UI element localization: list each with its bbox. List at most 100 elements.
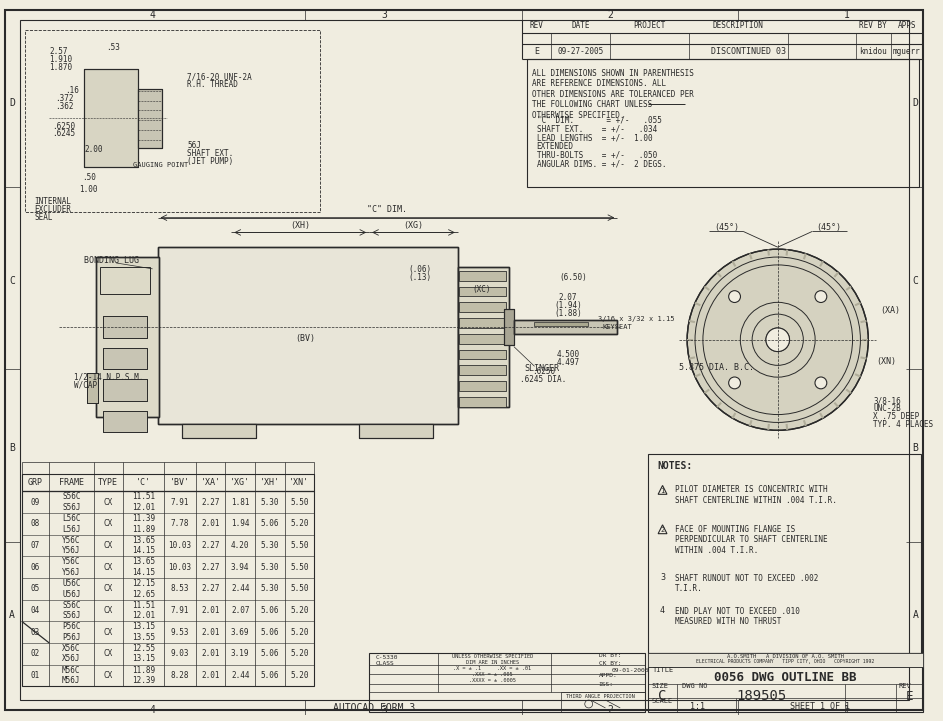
Bar bbox=[458, 366, 506, 375]
Bar bbox=[458, 397, 506, 407]
Text: EXCLUDER: EXCLUDER bbox=[35, 205, 72, 214]
Text: GRP: GRP bbox=[28, 478, 43, 487]
Bar bbox=[505, 309, 514, 345]
Text: NOTES:: NOTES: bbox=[657, 461, 693, 471]
Text: 1.00: 1.00 bbox=[79, 185, 98, 194]
Bar bbox=[104, 379, 147, 401]
Text: CX: CX bbox=[104, 519, 113, 528]
Text: .X = ± .1     .XX = ± .01: .X = ± .1 .XX = ± .01 bbox=[454, 666, 531, 671]
Text: 1.870: 1.870 bbox=[49, 63, 73, 71]
Text: (XH): (XH) bbox=[290, 221, 310, 230]
Text: 7.78: 7.78 bbox=[171, 519, 190, 528]
Text: 5.06: 5.06 bbox=[260, 519, 279, 528]
Bar bbox=[458, 381, 506, 391]
Text: DATE: DATE bbox=[571, 21, 590, 30]
Text: A.O.SMITH   A DIVISION OF A.O. SMITH: A.O.SMITH A DIVISION OF A.O. SMITH bbox=[727, 654, 844, 659]
Text: .XXXX = ± .0005: .XXXX = ± .0005 bbox=[469, 678, 516, 683]
Text: 2.01: 2.01 bbox=[202, 671, 220, 680]
Text: (XN): (XN) bbox=[876, 357, 896, 366]
Bar bbox=[458, 350, 506, 360]
Bar bbox=[84, 69, 138, 167]
Text: mguerr: mguerr bbox=[893, 47, 920, 56]
Text: 8.53: 8.53 bbox=[171, 584, 190, 593]
Text: 'XA': 'XA' bbox=[201, 478, 221, 487]
Bar bbox=[138, 89, 162, 148]
Text: 02: 02 bbox=[31, 650, 40, 658]
Bar bbox=[457, 267, 509, 407]
Text: 9.03: 9.03 bbox=[171, 650, 190, 658]
Text: EXTENDED: EXTENDED bbox=[537, 142, 573, 151]
Text: Y56C
Y56J: Y56C Y56J bbox=[62, 557, 80, 577]
Circle shape bbox=[766, 328, 789, 352]
Text: 11.39
11.89: 11.39 11.89 bbox=[132, 514, 156, 534]
Bar bbox=[369, 653, 645, 712]
Text: 2: 2 bbox=[607, 705, 613, 715]
Bar bbox=[648, 653, 923, 667]
Text: (.13): (.13) bbox=[408, 273, 432, 282]
Text: 1.81: 1.81 bbox=[231, 497, 250, 507]
Bar bbox=[359, 425, 433, 438]
Bar bbox=[458, 271, 506, 280]
Bar bbox=[561, 692, 645, 712]
Bar bbox=[104, 348, 147, 369]
Bar bbox=[104, 411, 147, 433]
Bar bbox=[22, 462, 314, 474]
Bar bbox=[458, 271, 506, 280]
Text: .53: .53 bbox=[107, 43, 120, 52]
Text: ISS:: ISS: bbox=[599, 682, 614, 687]
Text: .6250: .6250 bbox=[532, 367, 555, 376]
Bar bbox=[457, 267, 509, 407]
Text: CX: CX bbox=[104, 497, 113, 507]
Text: ELECTRICAL PRODUCTS COMPANY   TIPP CITY, OHIO   COPYRIGHT 1992: ELECTRICAL PRODUCTS COMPANY TIPP CITY, O… bbox=[697, 659, 875, 664]
Text: CLASS: CLASS bbox=[376, 661, 395, 666]
Text: LEAD LENGTHS  = +/-  1.00: LEAD LENGTHS = +/- 1.00 bbox=[537, 133, 653, 142]
Bar bbox=[138, 89, 162, 148]
Text: ANGULAR DIMS. = +/-  2 DEGS.: ANGULAR DIMS. = +/- 2 DEGS. bbox=[537, 159, 666, 169]
Text: S56C
S56J: S56C S56J bbox=[62, 601, 80, 620]
Text: SLINGER: SLINGER bbox=[524, 364, 559, 373]
Text: CX: CX bbox=[104, 541, 113, 550]
Bar bbox=[96, 257, 159, 417]
Circle shape bbox=[729, 377, 740, 389]
Text: THRU-BOLTS    = +/-   .050: THRU-BOLTS = +/- .050 bbox=[537, 151, 656, 160]
Text: "C" DIM.: "C" DIM. bbox=[367, 205, 406, 214]
Text: 1: 1 bbox=[844, 10, 850, 20]
Text: (JET PUMP): (JET PUMP) bbox=[187, 157, 233, 166]
Text: 2.27: 2.27 bbox=[202, 562, 220, 572]
Text: 189505: 189505 bbox=[736, 689, 786, 703]
Text: 05: 05 bbox=[31, 584, 40, 593]
Text: SCALE: SCALE bbox=[652, 698, 673, 704]
Bar bbox=[22, 474, 314, 491]
Text: .16: .16 bbox=[65, 87, 79, 95]
Text: 10.03: 10.03 bbox=[169, 541, 191, 550]
Text: 9.53: 9.53 bbox=[171, 627, 190, 637]
Text: 2.00: 2.00 bbox=[84, 145, 103, 154]
Text: 3/16 x 3/32 x 1.15: 3/16 x 3/32 x 1.15 bbox=[598, 316, 674, 322]
Bar bbox=[458, 350, 506, 360]
Text: C-5330: C-5330 bbox=[376, 655, 399, 660]
Text: 11.51
12.01: 11.51 12.01 bbox=[132, 492, 156, 512]
Text: 5.20: 5.20 bbox=[290, 650, 308, 658]
Text: DWG NO: DWG NO bbox=[682, 684, 708, 689]
Text: 3.69: 3.69 bbox=[231, 627, 250, 637]
Text: 06: 06 bbox=[31, 562, 40, 572]
Text: 5.06: 5.06 bbox=[260, 606, 279, 615]
Text: 5.50: 5.50 bbox=[290, 497, 308, 507]
Text: APPS: APPS bbox=[898, 21, 916, 30]
Text: 5.06: 5.06 bbox=[260, 650, 279, 658]
Text: 2.44: 2.44 bbox=[231, 584, 250, 593]
Text: 09: 09 bbox=[31, 497, 40, 507]
Text: 3.19: 3.19 bbox=[231, 650, 250, 658]
Text: 09-01-2003: 09-01-2003 bbox=[611, 668, 649, 673]
Text: "C" DIM.       = +/-   .055: "C" DIM. = +/- .055 bbox=[537, 115, 661, 124]
Bar bbox=[458, 286, 506, 296]
Text: 11.51
12.01: 11.51 12.01 bbox=[132, 601, 156, 620]
Text: 7/16-20 UNF-2A: 7/16-20 UNF-2A bbox=[187, 72, 252, 81]
Text: 4.20: 4.20 bbox=[231, 541, 250, 550]
Text: (.06): (.06) bbox=[408, 265, 432, 275]
Bar bbox=[87, 373, 98, 403]
Text: E: E bbox=[906, 689, 914, 703]
Text: 2.07: 2.07 bbox=[559, 293, 577, 302]
Text: END PLAY NOT TO EXCEED .010
MEASURED WITH NO THRUST: END PLAY NOT TO EXCEED .010 MEASURED WIT… bbox=[675, 606, 801, 626]
Text: TYPE: TYPE bbox=[98, 478, 118, 487]
